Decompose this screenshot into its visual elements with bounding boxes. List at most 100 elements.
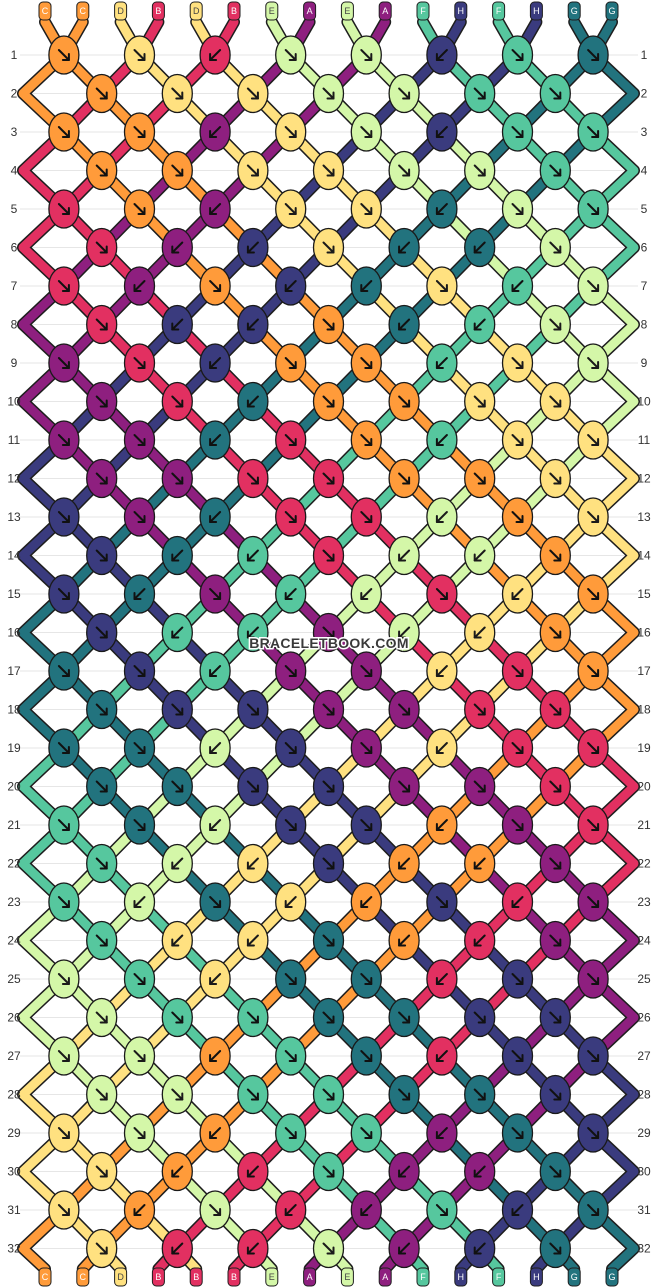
knot[interactable] [388, 612, 420, 653]
knot[interactable] [312, 458, 345, 499]
knot[interactable] [426, 420, 458, 460]
knot[interactable] [350, 420, 382, 460]
knot[interactable] [275, 497, 307, 537]
knot[interactable] [577, 1036, 609, 1076]
knot[interactable] [501, 882, 534, 922]
knot[interactable] [48, 1190, 80, 1230]
knot[interactable] [48, 35, 80, 75]
knot[interactable] [426, 497, 458, 537]
knot[interactable] [577, 882, 609, 922]
knot[interactable] [388, 150, 420, 191]
knot[interactable] [237, 73, 269, 114]
knot[interactable] [577, 35, 609, 75]
knot[interactable] [388, 1151, 420, 1192]
knot[interactable] [501, 959, 534, 999]
knot[interactable] [464, 304, 496, 345]
knot[interactable] [501, 497, 534, 537]
knot[interactable] [464, 458, 496, 499]
knot[interactable] [577, 189, 609, 229]
knot[interactable] [426, 35, 458, 75]
knot[interactable] [199, 1036, 231, 1076]
knot[interactable] [464, 997, 496, 1038]
knot[interactable] [237, 227, 269, 268]
knot[interactable] [48, 266, 80, 306]
knot[interactable] [464, 689, 496, 730]
knot[interactable] [86, 843, 118, 884]
knot[interactable] [501, 1036, 534, 1076]
knot[interactable] [312, 920, 345, 961]
knot[interactable] [501, 343, 534, 383]
knot[interactable] [199, 189, 231, 229]
knot[interactable] [388, 458, 420, 499]
knot[interactable] [123, 420, 156, 460]
knot[interactable] [577, 266, 609, 306]
knot[interactable] [123, 497, 156, 537]
knot[interactable] [275, 882, 307, 922]
knot[interactable] [426, 1190, 458, 1230]
knot[interactable] [237, 304, 269, 345]
knot[interactable] [237, 1074, 269, 1115]
knot[interactable] [237, 1151, 269, 1192]
knot[interactable] [275, 343, 307, 383]
knot[interactable] [312, 612, 345, 653]
knot[interactable] [312, 766, 345, 807]
knot[interactable] [123, 112, 156, 152]
knot[interactable] [199, 497, 231, 537]
knot[interactable] [161, 535, 193, 576]
knot[interactable] [426, 574, 458, 614]
knot[interactable] [123, 959, 156, 999]
knot[interactable] [388, 920, 420, 961]
knot[interactable] [539, 304, 571, 345]
knot[interactable] [199, 420, 231, 460]
knot[interactable] [426, 882, 458, 922]
knot[interactable] [86, 997, 118, 1038]
knot[interactable] [199, 35, 231, 75]
knot[interactable] [539, 535, 571, 576]
knot[interactable] [48, 497, 80, 537]
knot[interactable] [123, 1113, 156, 1153]
knot[interactable] [123, 882, 156, 922]
knot[interactable] [86, 73, 118, 114]
knot[interactable] [539, 381, 571, 422]
knot[interactable] [237, 612, 269, 653]
knot[interactable] [577, 728, 609, 768]
knot[interactable] [501, 35, 534, 75]
knot[interactable] [577, 1190, 609, 1230]
knot[interactable] [577, 420, 609, 460]
knot[interactable] [48, 112, 80, 152]
knot[interactable] [539, 150, 571, 191]
knot[interactable] [350, 574, 382, 614]
knot[interactable] [350, 959, 382, 999]
knot[interactable] [275, 805, 307, 845]
knot[interactable] [350, 805, 382, 845]
knot[interactable] [577, 1113, 609, 1153]
knot[interactable] [464, 73, 496, 114]
knot[interactable] [123, 651, 156, 691]
knot[interactable] [123, 343, 156, 383]
knot[interactable] [237, 689, 269, 730]
knot[interactable] [237, 381, 269, 422]
knot[interactable] [237, 458, 269, 499]
knot[interactable] [350, 497, 382, 537]
knot[interactable] [237, 766, 269, 807]
knot[interactable] [123, 805, 156, 845]
knot[interactable] [161, 227, 193, 268]
knot[interactable] [312, 150, 345, 191]
knot[interactable] [464, 920, 496, 961]
knot[interactable] [577, 574, 609, 614]
knot[interactable] [350, 189, 382, 229]
knot[interactable] [161, 1228, 193, 1269]
knot[interactable] [388, 843, 420, 884]
knot[interactable] [464, 381, 496, 422]
knot[interactable] [161, 304, 193, 345]
knot[interactable] [275, 728, 307, 768]
knot[interactable] [86, 458, 118, 499]
knot[interactable] [464, 227, 496, 268]
knot[interactable] [388, 689, 420, 730]
knot[interactable] [350, 35, 382, 75]
knot[interactable] [426, 189, 458, 229]
knot[interactable] [539, 843, 571, 884]
knot[interactable] [350, 728, 382, 768]
knot[interactable] [237, 920, 269, 961]
knot[interactable] [48, 343, 80, 383]
